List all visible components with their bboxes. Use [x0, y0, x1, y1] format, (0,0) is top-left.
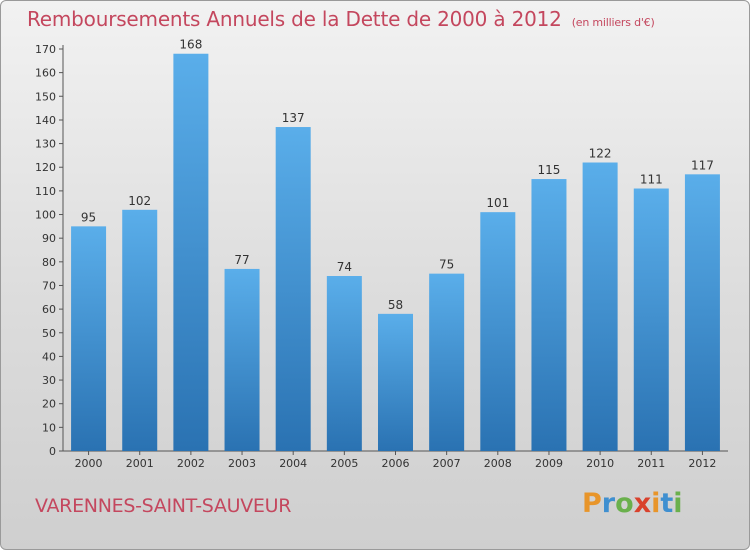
bar [326, 276, 362, 451]
y-tick-label: 40 [42, 350, 56, 363]
data-label: 75 [439, 258, 454, 272]
data-label: 137 [282, 111, 305, 125]
data-label: 111 [640, 173, 663, 187]
logo-letter: t [660, 488, 674, 519]
bar [378, 313, 413, 451]
proxiti-logo: Proxiti [582, 488, 683, 519]
bar [531, 179, 567, 451]
bar [429, 273, 465, 451]
bar [71, 226, 107, 451]
x-tick-label: 2009 [535, 457, 563, 470]
value-labels: 95 102 168 77 137 74 58 75 101 115 122 111 117 [81, 38, 714, 312]
data-label: 117 [691, 158, 714, 172]
axes: 0 10 20 30 40 50 60 70 80 90 100 110 120 130 140 150 160… [35, 43, 728, 470]
bar [275, 127, 311, 452]
data-label: 102 [128, 194, 151, 208]
x-tick-label: 2000 [75, 457, 103, 470]
x-tick-label: 2004 [279, 457, 307, 470]
unit-note: (en milliers d'€) [571, 16, 655, 29]
y-tick-label: 90 [42, 232, 56, 245]
bar [122, 209, 158, 451]
data-label: 77 [234, 253, 249, 267]
bar [480, 212, 516, 451]
logo-letter: r [601, 488, 616, 519]
y-tick-label: 30 [42, 374, 56, 387]
logo-letter: i [673, 488, 683, 519]
y-tick-label: 60 [42, 303, 56, 316]
y-tick-label: 20 [42, 398, 56, 411]
x-tick-label: 2012 [688, 457, 716, 470]
y-tick-label: 120 [35, 161, 56, 174]
y-tick-label: 0 [49, 445, 56, 458]
x-tick-label: 2010 [586, 457, 614, 470]
bar [684, 174, 720, 451]
y-tick-label: 130 [35, 138, 56, 151]
y-tick-label: 140 [35, 114, 56, 127]
logo-letter: P [582, 488, 602, 519]
y-tick-label: 80 [42, 256, 56, 269]
y-tick-label: 110 [35, 185, 56, 198]
logo-letter: i [651, 488, 661, 519]
bar [633, 188, 669, 452]
y-tick-label: 100 [35, 209, 56, 222]
data-label: 168 [179, 38, 202, 52]
x-tick-label: 2002 [177, 457, 205, 470]
logo-letter: o [615, 488, 634, 519]
y-tick-label: 70 [42, 279, 56, 292]
x-tick-label: 2008 [484, 457, 512, 470]
y-tick-label: 50 [42, 327, 56, 340]
y-tick-label: 160 [35, 67, 56, 80]
x-tick-label: 2011 [637, 457, 665, 470]
data-label: 95 [81, 210, 96, 224]
x-tick-label: 2005 [330, 457, 358, 470]
commune-name: VARENNES-SAINT-SAUVEUR [35, 495, 292, 517]
x-tick-label: 2006 [382, 457, 410, 470]
data-label: 115 [538, 163, 561, 177]
y-tick-label: 10 [42, 421, 56, 434]
bar [173, 53, 209, 452]
chart-title: Remboursements Annuels de la Dette de 20… [27, 7, 655, 31]
data-label: 74 [337, 260, 352, 274]
x-tick-label: 2003 [228, 457, 256, 470]
x-tick-label: 2001 [126, 457, 154, 470]
data-label: 122 [589, 147, 612, 161]
y-tick-label: 170 [35, 43, 56, 56]
data-label: 101 [486, 196, 509, 210]
bars [71, 53, 720, 452]
logo-letter: x [633, 488, 652, 519]
x-tick-label: 2007 [433, 457, 461, 470]
y-tick-label: 150 [35, 90, 56, 103]
data-label: 58 [388, 298, 403, 312]
bar [224, 268, 260, 451]
chart-title-text: Remboursements Annuels de la Dette de 20… [27, 7, 562, 31]
bar [582, 162, 618, 451]
